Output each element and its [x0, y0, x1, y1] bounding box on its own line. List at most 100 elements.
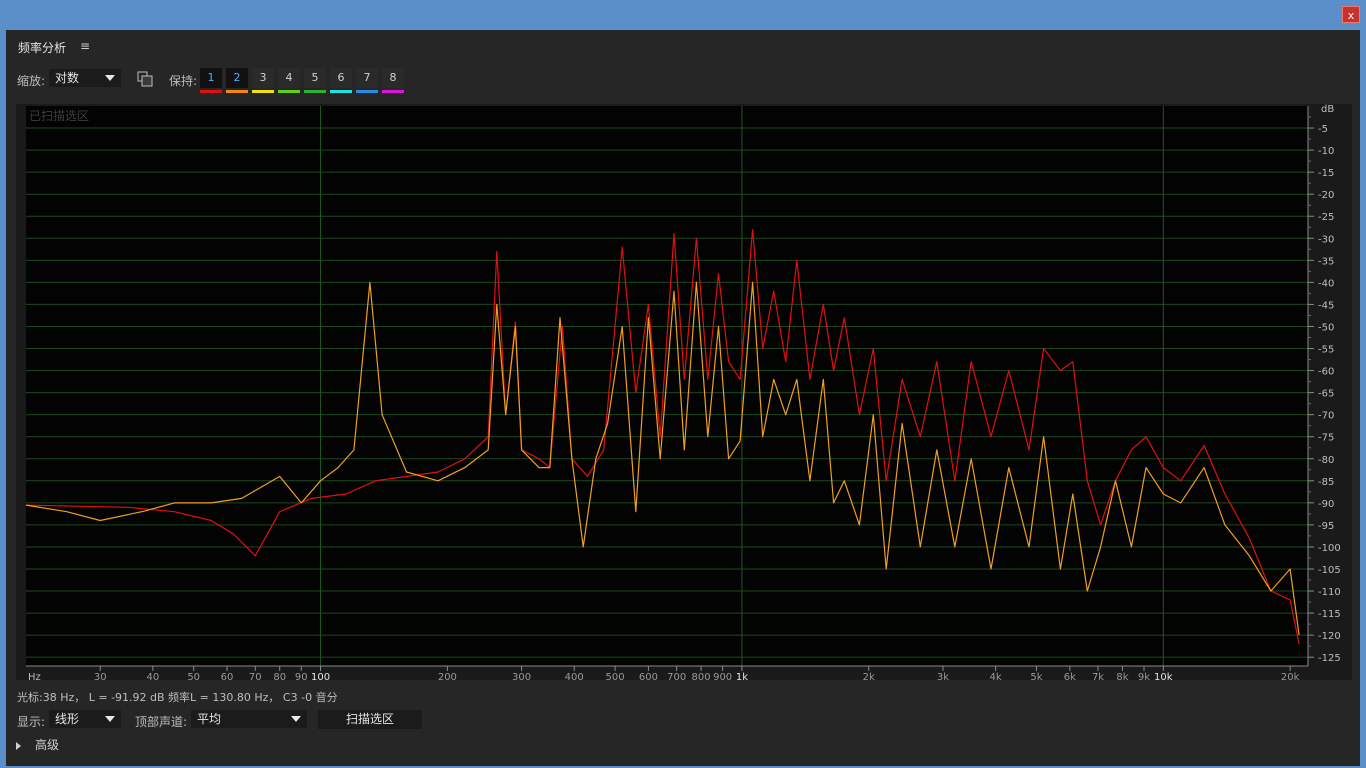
- y-tick-label: -10: [1318, 146, 1334, 157]
- display-dropdown[interactable]: 线形: [49, 710, 121, 728]
- x-tick-label: 50: [187, 672, 200, 680]
- x-tick-label: 500: [606, 672, 625, 680]
- hold-color-swatch-3: [252, 90, 274, 93]
- x-tick-label: 20k: [1281, 672, 1300, 680]
- x-tick-label: 70: [249, 672, 262, 680]
- chevron-down-icon: [105, 716, 115, 722]
- x-tick-label: 4k: [990, 672, 1002, 680]
- hold-button-7[interactable]: 7: [356, 68, 378, 88]
- panel-menu-icon[interactable]: ≡: [80, 39, 91, 53]
- series-line-2: [25, 281, 1300, 636]
- x-tick-label: 80: [273, 672, 286, 680]
- zoom-dropdown[interactable]: 对数: [49, 69, 121, 87]
- top-channel-dropdown-value: 平均: [197, 712, 222, 726]
- y-tick-label: -15: [1318, 168, 1334, 179]
- x-tick-label: 60: [221, 672, 234, 680]
- x-tick-label: 200: [438, 672, 457, 680]
- y-tick-label: -110: [1318, 587, 1341, 598]
- hold-button-6[interactable]: 6: [330, 68, 352, 88]
- chevron-right-icon: [16, 741, 21, 750]
- y-tick-label: -115: [1318, 609, 1341, 620]
- y-tick-label: -80: [1318, 455, 1334, 466]
- x-tick-label: 9k: [1138, 672, 1150, 680]
- y-tick-label: -25: [1318, 212, 1334, 223]
- scan-selection-button[interactable]: 扫描选区: [318, 710, 422, 729]
- spectrum-graph[interactable]: 已扫描选区 dB -5 -10 -15 -20 -25 -30 -35 -40 -45 -50 -55 -…: [16, 104, 1352, 683]
- hold-color-swatch-8: [382, 90, 404, 93]
- plot-area: [26, 106, 1308, 666]
- y-tick-label: -55: [1318, 345, 1334, 356]
- y-tick-label: -50: [1318, 322, 1334, 333]
- overlay-label: 已扫描选区: [29, 109, 89, 123]
- hold-color-swatch-2: [226, 90, 248, 93]
- y-tick-label: -100: [1318, 543, 1341, 554]
- y-tick-label: -85: [1318, 477, 1334, 488]
- top-channel-label: 顶部声道:: [135, 715, 188, 729]
- x-tick-label: 7k: [1092, 672, 1104, 680]
- display-dropdown-value: 线形: [55, 712, 80, 726]
- hold-label: 保持:: [169, 74, 198, 88]
- x-tick-label: 300: [512, 672, 531, 680]
- hold-color-swatch-4: [278, 90, 300, 93]
- x-tick-label: 40: [146, 672, 159, 680]
- x-tick-label: 600: [639, 672, 658, 680]
- close-button[interactable]: x: [1342, 6, 1360, 23]
- hold-color-swatch-1: [200, 90, 222, 93]
- hold-color-swatch-7: [356, 90, 378, 93]
- y-tick-label: -65: [1318, 389, 1334, 400]
- advanced-label: 高级: [35, 738, 60, 752]
- y-tick-label: -70: [1318, 411, 1334, 422]
- x-tick-label: 400: [565, 672, 584, 680]
- chevron-down-icon: [291, 716, 301, 722]
- x-tick-label: 2k: [863, 672, 875, 680]
- hold-button-3[interactable]: 3: [252, 68, 274, 88]
- top-channel-dropdown[interactable]: 平均: [191, 710, 307, 728]
- x-tick-label: 700: [667, 672, 686, 680]
- spectrum-chart[interactable]: 已扫描选区 dB -5 -10 -15 -20 -25 -30 -35 -40 -45 -50 -55 -…: [16, 104, 1352, 683]
- y-tick-label: -40: [1318, 278, 1334, 289]
- y-tick-label: -45: [1318, 300, 1334, 311]
- x-tick-label: 1k: [736, 672, 748, 680]
- y-tick-label: -5: [1318, 124, 1328, 135]
- x-tick-label: 800: [692, 672, 711, 680]
- series-line-1: [25, 228, 1300, 645]
- panel-title: 频率分析: [18, 41, 67, 55]
- chevron-down-icon: [105, 75, 115, 81]
- hold-button-4[interactable]: 4: [278, 68, 300, 88]
- display-label: 显示:: [17, 715, 46, 729]
- y-tick-label: -95: [1318, 521, 1334, 532]
- x-tick-label: 900: [713, 672, 732, 680]
- advanced-toggle[interactable]: 高级: [16, 736, 59, 753]
- x-tick-label: 8k: [1116, 672, 1128, 680]
- y-tick-label: -90: [1318, 499, 1334, 510]
- y-tick-label: -20: [1318, 190, 1334, 201]
- x-tick-label: 6k: [1064, 672, 1076, 680]
- hold-color-swatch-6: [330, 90, 352, 93]
- y-tick-label: -120: [1318, 631, 1341, 642]
- y-tick-label: -105: [1318, 565, 1341, 576]
- x-tick-label: 30: [94, 672, 107, 680]
- cursor-status: 光标:38 Hz， L = -91.92 dB 频率L = 130.80 Hz，…: [17, 691, 338, 704]
- y-tick-label: -60: [1318, 367, 1334, 378]
- y-tick-label: -35: [1318, 256, 1334, 267]
- hold-button-5[interactable]: 5: [304, 68, 326, 88]
- hold-button-2[interactable]: 2: [226, 68, 248, 88]
- window-titlebar: x: [0, 0, 1366, 30]
- x-tick-label: 3k: [937, 672, 949, 680]
- x-tick-label: 100: [311, 672, 330, 680]
- x-tick-label: 90: [295, 672, 308, 680]
- x-tick-label: 10k: [1154, 672, 1173, 680]
- x-axis-unit: Hz: [28, 672, 41, 680]
- y-tick-label: -125: [1318, 653, 1341, 664]
- x-tick-label: 5k: [1030, 672, 1042, 680]
- hold-color-swatch-5: [304, 90, 326, 93]
- hold-button-8[interactable]: 8: [382, 68, 404, 88]
- y-tick-label: -75: [1318, 433, 1334, 444]
- y-axis-unit: dB: [1321, 104, 1334, 115]
- zoom-label: 缩放:: [17, 74, 46, 88]
- copy-icon[interactable]: [137, 71, 153, 87]
- y-tick-label: -30: [1318, 234, 1334, 245]
- hold-button-1[interactable]: 1: [200, 68, 222, 88]
- zoom-dropdown-value: 对数: [55, 71, 80, 85]
